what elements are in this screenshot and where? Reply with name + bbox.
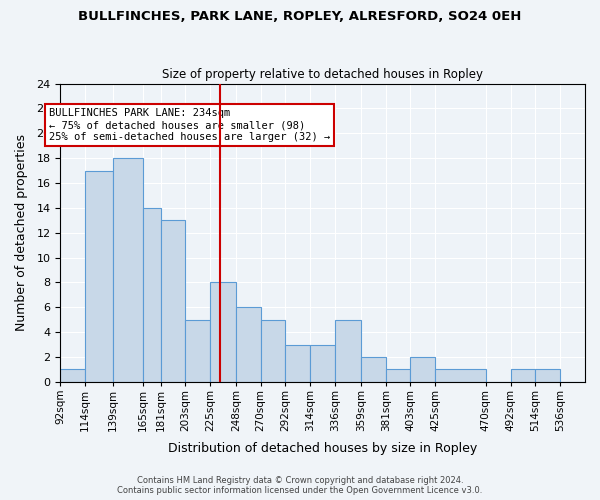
Bar (361, 357, 386, 382)
Bar (210, 282, 236, 382)
Bar (236, 308, 261, 382)
Text: Contains HM Land Registry data © Crown copyright and database right 2024.
Contai: Contains HM Land Registry data © Crown c… (118, 476, 482, 495)
Bar (410, 357, 435, 382)
Bar (61, 370, 85, 382)
Bar (113, 158, 143, 382)
Bar (335, 320, 361, 382)
Text: BULLFINCHES PARK LANE: 234sqm
← 75% of detached houses are smaller (98)
25% of s: BULLFINCHES PARK LANE: 234sqm ← 75% of d… (49, 108, 330, 142)
Title: Size of property relative to detached houses in Ropley: Size of property relative to detached ho… (162, 68, 483, 81)
Bar (143, 208, 161, 382)
Bar (310, 344, 335, 382)
Bar (386, 370, 410, 382)
Bar (261, 320, 286, 382)
Bar (286, 344, 310, 382)
Bar (511, 370, 535, 382)
Bar (161, 220, 185, 382)
Bar (535, 370, 560, 382)
Text: BULLFINCHES, PARK LANE, ROPLEY, ALRESFORD, SO24 0EH: BULLFINCHES, PARK LANE, ROPLEY, ALRESFOR… (79, 10, 521, 23)
Bar (185, 320, 210, 382)
X-axis label: Distribution of detached houses by size in Ropley: Distribution of detached houses by size … (168, 442, 477, 455)
Bar (85, 170, 113, 382)
Bar (435, 370, 486, 382)
Y-axis label: Number of detached properties: Number of detached properties (15, 134, 28, 331)
